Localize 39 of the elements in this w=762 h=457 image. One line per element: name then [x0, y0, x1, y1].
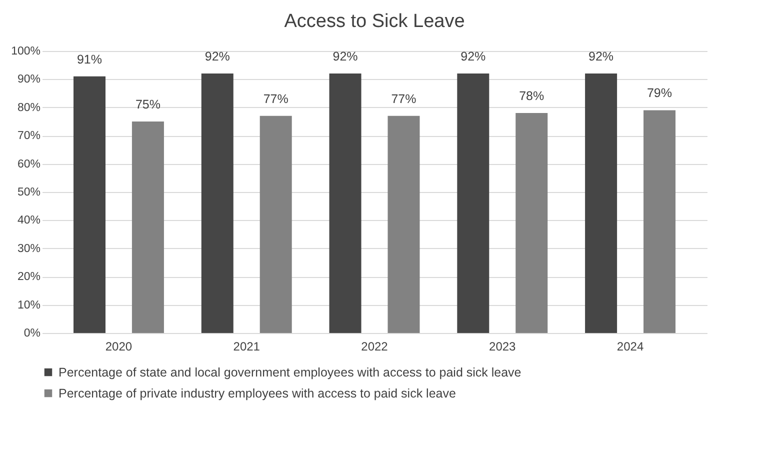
y-tick-label: 80% — [17, 102, 40, 114]
x-tick-label: 2024 — [616, 340, 644, 354]
data-label: 79% — [646, 86, 672, 100]
bar — [585, 74, 618, 333]
y-tick-label: 40% — [17, 214, 40, 227]
y-tick-label: 90% — [17, 74, 40, 86]
y-tick-label: 10% — [17, 299, 40, 312]
data-label: 75% — [135, 98, 160, 112]
bar — [644, 110, 676, 333]
y-tick-label: 100% — [11, 46, 40, 58]
bar — [388, 116, 420, 333]
chart-title: Access to Sick Leave — [284, 11, 465, 32]
data-label: 92% — [204, 50, 230, 64]
data-label: 78% — [519, 89, 544, 104]
bar — [132, 122, 164, 333]
data-label: 77% — [263, 92, 288, 106]
y-tick-label: 0% — [24, 328, 40, 340]
y-tick-label: 20% — [17, 271, 40, 284]
x-tick-label: 2023 — [489, 340, 516, 354]
y-tick-label: 50% — [17, 186, 40, 198]
bar — [201, 74, 234, 333]
y-tick-label: 70% — [17, 130, 40, 142]
y-tick-label: 30% — [17, 242, 40, 255]
data-label: 91% — [76, 52, 102, 66]
data-label: 77% — [391, 92, 416, 106]
bar — [260, 116, 292, 333]
x-tick-label: 2022 — [361, 340, 388, 354]
data-label: 92% — [332, 50, 358, 64]
bar — [74, 76, 106, 333]
data-label: 92% — [588, 50, 614, 64]
bar — [516, 113, 548, 333]
x-tick-label: 2020 — [105, 340, 132, 354]
data-label: 92% — [460, 50, 486, 64]
legend-label: Percentage of private industry employees with access to paid sick leave — [58, 386, 456, 400]
x-tick-label: 2021 — [233, 340, 260, 354]
bar — [457, 74, 490, 333]
bar — [329, 74, 362, 333]
y-tick-label: 60% — [17, 158, 40, 170]
legend-label: Percentage of state and local government employees with access to paid sick leave — [58, 365, 522, 380]
